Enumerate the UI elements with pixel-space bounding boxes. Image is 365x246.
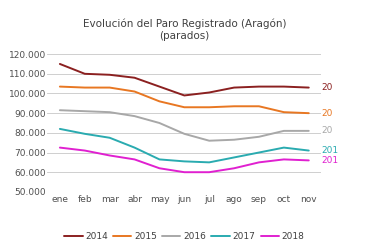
2017 [157,158,162,161]
2014 [157,85,162,88]
2015 [182,106,187,109]
2015 [107,86,112,89]
Text: 20: 20 [321,126,333,135]
2014 [282,85,286,88]
2016 [107,111,112,114]
2018 [58,146,62,149]
2016 [207,139,211,142]
2017 [58,127,62,130]
2018 [107,154,112,157]
2015 [257,105,261,108]
2018 [282,158,286,161]
2015 [282,111,286,114]
2017 [232,156,236,159]
2016 [157,122,162,124]
2018 [157,167,162,170]
2015 [82,86,87,89]
Text: 20: 20 [321,83,333,92]
2017 [307,149,311,152]
Line: 2016: 2016 [60,110,309,141]
Text: 201: 201 [321,156,338,165]
2014 [58,62,62,65]
2017 [257,151,261,154]
2016 [182,132,187,135]
2015 [207,106,211,109]
2017 [132,146,137,149]
Line: 2015: 2015 [60,87,309,113]
2016 [132,115,137,118]
2018 [182,171,187,174]
Title: Evolución del Paro Registrado (Aragón)
(parados): Evolución del Paro Registrado (Aragón) (… [82,19,286,41]
Text: 201: 201 [321,146,338,155]
2016 [257,135,261,138]
2018 [207,171,211,174]
2018 [307,159,311,162]
2017 [182,160,187,163]
Line: 2014: 2014 [60,64,309,95]
2014 [307,86,311,89]
2015 [232,105,236,108]
2017 [107,136,112,139]
2018 [257,161,261,164]
2016 [307,129,311,132]
2015 [58,85,62,88]
2016 [58,109,62,112]
2014 [232,86,236,89]
2014 [207,91,211,94]
2017 [282,146,286,149]
Legend: 2014, 2015, 2016, 2017, 2018: 2014, 2015, 2016, 2017, 2018 [61,229,308,245]
2015 [132,90,137,93]
2014 [107,73,112,76]
2018 [82,149,87,152]
2015 [307,112,311,115]
2016 [82,110,87,113]
2014 [257,85,261,88]
2016 [282,129,286,132]
2015 [157,100,162,103]
2014 [82,72,87,75]
Text: 20: 20 [321,109,333,118]
2017 [207,161,211,164]
Line: 2018: 2018 [60,148,309,172]
Line: 2017: 2017 [60,129,309,162]
2018 [232,167,236,170]
2016 [232,138,236,141]
2017 [82,132,87,135]
2018 [132,158,137,161]
2014 [132,76,137,79]
2014 [182,94,187,97]
